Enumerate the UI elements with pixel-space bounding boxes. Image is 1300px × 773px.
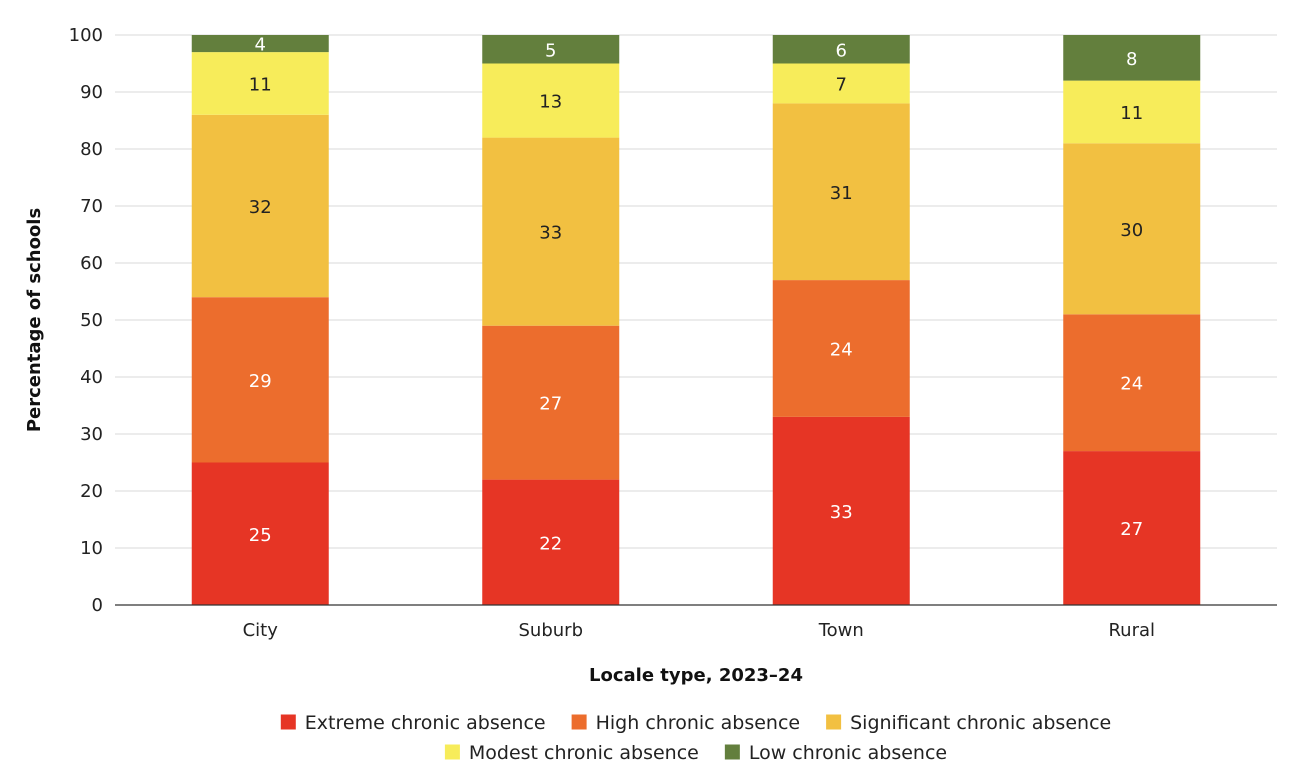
- y-tick-label-60: 60: [80, 253, 103, 274]
- bar-suburb-high-chronic-absence: [482, 325, 620, 480]
- bar-suburb-significant-chronic-absence: [482, 137, 620, 326]
- bar-city-extreme-chronic-absence: [191, 462, 329, 605]
- legend-row-1: Extreme chronic absence High chronic abse…: [280, 712, 1111, 734]
- data-label-rural-extreme-chronic-absence: 27: [1120, 519, 1143, 540]
- y-tick-label-0: 0: [92, 595, 103, 616]
- x-tick-label-town: Town: [818, 620, 864, 641]
- legend-label-modest-chronic-absence: Modest chronic absence: [469, 742, 699, 764]
- bar-town-significant-chronic-absence: [772, 103, 910, 281]
- bar-city-modest-chronic-absence: [191, 52, 329, 115]
- bar-suburb-extreme-chronic-absence: [482, 479, 620, 605]
- y-tick-label-80: 80: [80, 139, 103, 160]
- data-label-town-high-chronic-absence: 24: [830, 340, 853, 361]
- y-tick-label-30: 30: [80, 424, 103, 445]
- bar-city-low-chronic-absence: [191, 35, 329, 53]
- data-label-city-low-chronic-absence: 4: [255, 35, 266, 56]
- bar-town-extreme-chronic-absence: [772, 416, 910, 605]
- y-tick-label-100: 100: [69, 25, 103, 46]
- data-label-suburb-significant-chronic-absence: 33: [539, 223, 562, 244]
- bar-city-high-chronic-absence: [191, 297, 329, 463]
- data-label-suburb-low-chronic-absence: 5: [545, 40, 556, 61]
- legend-row-2: Modest chronic absence Low chronic absenc…: [444, 742, 947, 764]
- legend: Extreme chronic absence High chronic abse…: [280, 712, 1111, 764]
- data-label-city-significant-chronic-absence: 32: [249, 197, 272, 218]
- legend-swatch-significant-chronic-absence: [826, 714, 842, 730]
- data-label-city-high-chronic-absence: 29: [249, 371, 272, 392]
- legend-label-extreme-chronic-absence: Extreme chronic absence: [305, 712, 546, 734]
- x-tick-label-city: City: [243, 620, 279, 641]
- data-label-town-significant-chronic-absence: 31: [830, 183, 853, 204]
- legend-swatch-modest-chronic-absence: [444, 744, 460, 760]
- bar-rural-high-chronic-absence: [1063, 314, 1201, 452]
- y-axis-title: Percentage of schools: [24, 208, 45, 432]
- x-axis-title: Locale type, 2023–24: [589, 665, 803, 686]
- legend-swatch-low-chronic-absence: [724, 744, 740, 760]
- legend-swatch-high-chronic-absence: [571, 714, 587, 730]
- legend-label-high-chronic-absence: High chronic absence: [596, 712, 801, 734]
- bar-rural-low-chronic-absence: [1063, 35, 1201, 81]
- data-label-rural-modest-chronic-absence: 11: [1120, 103, 1143, 124]
- bar-suburb-low-chronic-absence: [482, 35, 620, 64]
- bar-rural-extreme-chronic-absence: [1063, 451, 1201, 605]
- bar-rural-modest-chronic-absence: [1063, 80, 1201, 144]
- bar-city-significant-chronic-absence: [191, 114, 329, 298]
- data-label-city-modest-chronic-absence: 11: [249, 74, 272, 95]
- data-label-town-modest-chronic-absence: 7: [836, 74, 847, 95]
- data-label-town-extreme-chronic-absence: 33: [830, 502, 853, 523]
- y-tick-label-70: 70: [80, 196, 103, 217]
- bar-rural-significant-chronic-absence: [1063, 143, 1201, 315]
- bar-town-modest-chronic-absence: [772, 63, 910, 104]
- data-label-rural-low-chronic-absence: 8: [1126, 49, 1137, 70]
- data-label-suburb-extreme-chronic-absence: 22: [539, 533, 562, 554]
- x-tick-label-suburb: Suburb: [519, 620, 584, 641]
- data-label-suburb-modest-chronic-absence: 13: [539, 92, 562, 113]
- data-label-rural-significant-chronic-absence: 30: [1120, 220, 1143, 241]
- data-label-city-extreme-chronic-absence: 25: [249, 525, 272, 546]
- data-label-rural-high-chronic-absence: 24: [1120, 374, 1143, 395]
- axes: 0 10 20 30 40 50 60 70 80 90 100 City Suburb Town Rura…: [69, 25, 1277, 641]
- legend-label-low-chronic-absence: Low chronic absence: [749, 742, 947, 764]
- y-tick-label-90: 90: [80, 82, 103, 103]
- y-tick-label-40: 40: [80, 367, 103, 388]
- data-label-suburb-high-chronic-absence: 27: [539, 394, 562, 415]
- data-labels: 25 29 32 11 4 22 27 33 13 5 33 24 31 7 6 27 24 30 11 8: [249, 35, 1143, 555]
- y-tick-label-20: 20: [80, 481, 103, 502]
- legend-swatch-extreme-chronic-absence: [280, 714, 296, 730]
- bar-town-low-chronic-absence: [772, 35, 910, 64]
- data-label-town-low-chronic-absence: 6: [836, 40, 847, 61]
- y-tick-label-50: 50: [80, 310, 103, 331]
- y-tick-label-10: 10: [80, 538, 103, 559]
- bar-suburb-modest-chronic-absence: [482, 63, 620, 138]
- bar-town-high-chronic-absence: [772, 280, 910, 417]
- x-tick-label-rural: Rural: [1108, 620, 1155, 641]
- legend-label-significant-chronic-absence: Significant chronic absence: [850, 712, 1111, 734]
- bars: [191, 35, 1201, 605]
